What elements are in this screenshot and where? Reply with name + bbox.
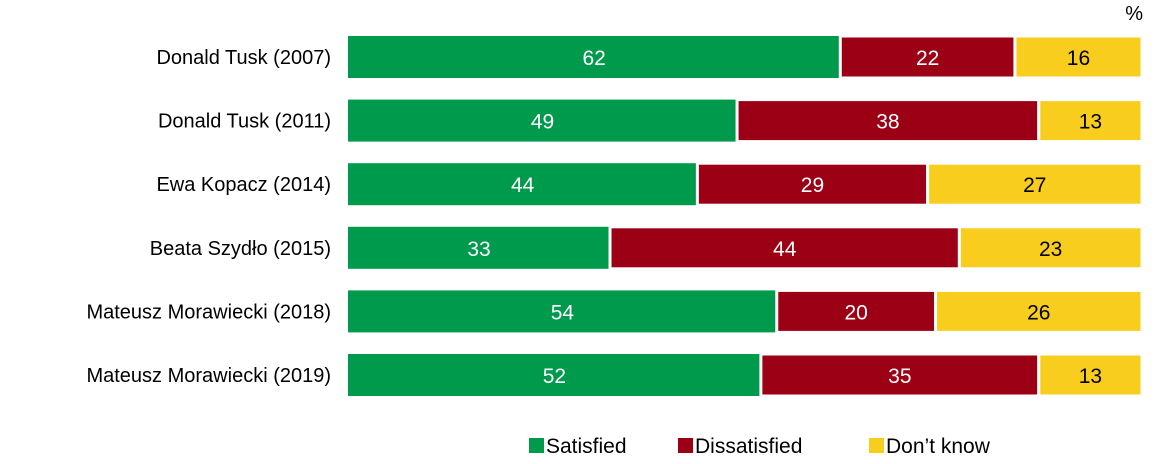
bar-segment <box>348 290 777 333</box>
legend-swatch <box>678 438 693 453</box>
legend: Satisfied Dissatisfied Don’t know <box>529 435 991 458</box>
bar-segment <box>348 354 761 396</box>
bar-value-label: 35 <box>888 365 911 388</box>
bar-value-label: 20 <box>844 301 867 324</box>
legend-swatch <box>529 438 544 453</box>
bar-segment <box>608 225 961 271</box>
bar-value-label: 27 <box>1023 174 1046 197</box>
bar-segment <box>1037 352 1144 398</box>
bar-value-label: 26 <box>1027 301 1050 324</box>
category-label: Mateusz Morawiecki (2019) <box>86 365 331 387</box>
bar-value-label: 44 <box>511 174 535 197</box>
bar-value-label: 33 <box>467 238 490 261</box>
bar-value-label: 23 <box>1039 238 1062 261</box>
bar-value-label: 13 <box>1079 365 1102 388</box>
category-label: Ewa Kopacz (2014) <box>156 174 331 196</box>
legend-swatch <box>869 438 884 453</box>
bar-segment <box>775 288 938 334</box>
bar-segment <box>348 226 611 269</box>
bar-value-label: 29 <box>801 174 824 197</box>
bar-segment <box>926 161 1144 207</box>
category-label: Donald Tusk (2011) <box>158 111 331 133</box>
unit-label: % <box>1125 3 1143 25</box>
bar-value-label: 52 <box>543 365 566 388</box>
category-label: Beata Szydło (2015) <box>150 238 331 260</box>
bar-value-label: 16 <box>1067 47 1090 70</box>
bar-segment <box>934 288 1144 334</box>
bar-value-label: 54 <box>551 301 575 324</box>
bar-segment <box>1037 98 1144 144</box>
bar-segment <box>348 163 698 206</box>
bar-segment <box>957 225 1144 271</box>
bar-segment <box>348 36 841 78</box>
category-label: Mateusz Morawiecki (2018) <box>86 301 331 323</box>
legend-label: Dissatisfied <box>695 435 802 458</box>
category-labels-group: Donald Tusk (2007) Donald Tusk (2011) Ewa … <box>86 47 331 387</box>
bar-segment <box>695 161 930 207</box>
bar-value-label: 62 <box>582 47 605 70</box>
bar-segment <box>838 34 1017 80</box>
bar-segment <box>1013 34 1144 80</box>
bars-group: 62 22 16 49 38 13 44 29 27 33 44 23 54 20 26 52 35 13 <box>348 34 1144 398</box>
legend-label: Satisfied <box>546 435 627 458</box>
bar-value-label: 49 <box>531 111 554 134</box>
bar-value-label: 38 <box>876 111 899 134</box>
category-label: Donald Tusk (2007) <box>156 47 331 69</box>
legend-label: Don’t know <box>886 435 991 458</box>
bar-segment <box>348 99 738 142</box>
bar-value-label: 22 <box>916 47 939 70</box>
bar-value-label: 13 <box>1079 111 1102 134</box>
bar-value-label: 44 <box>773 238 797 261</box>
